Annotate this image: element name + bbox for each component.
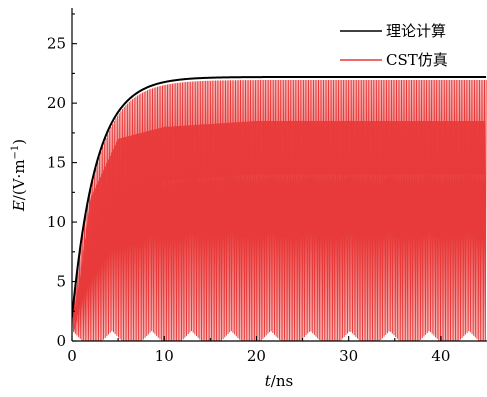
x-tick-label-20: 20 — [247, 347, 266, 365]
y-tick-label-10: 10 — [47, 213, 66, 231]
series-cst-line — [72, 79, 487, 341]
legend: 理论计算 CST仿真 — [340, 22, 448, 69]
x-axis-label: t/ns — [265, 372, 293, 390]
series-theory-line — [72, 75, 487, 318]
legend-theory-label: 理论计算 — [386, 22, 446, 40]
y-tick-label-15: 15 — [47, 154, 66, 172]
x-tick-label-40: 40 — [431, 347, 450, 365]
legend-cst-label: CST仿真 — [386, 51, 448, 69]
y-axis-label: E/(V·m−1) — [10, 139, 28, 212]
y-tick-label-20: 20 — [47, 94, 66, 112]
x-tick-label-30: 30 — [339, 347, 358, 365]
y-tick-label-25: 25 — [47, 35, 66, 53]
y-tick-label-0: 0 — [56, 332, 66, 350]
x-tick-label-10: 10 — [155, 347, 174, 365]
y-tick-label-5: 5 — [56, 273, 66, 291]
x-tick-label-0: 0 — [67, 347, 77, 365]
